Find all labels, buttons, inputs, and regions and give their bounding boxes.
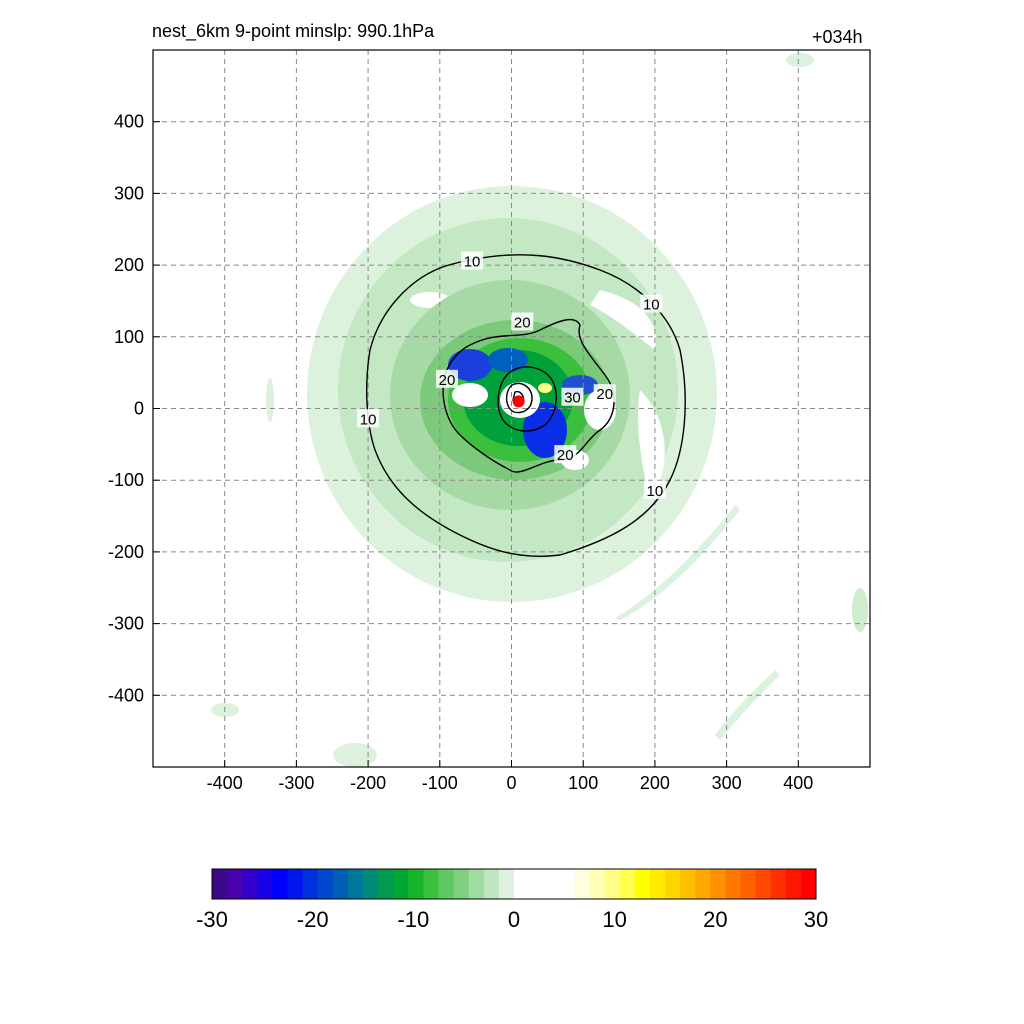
colorbar-swatch (498, 869, 515, 899)
colorbar-swatch (785, 869, 802, 899)
contour-label: 20 (557, 447, 574, 464)
colorbar-swatch (287, 869, 304, 899)
contour-label-bg (561, 387, 584, 406)
colorbar-tick-label: -20 (297, 907, 329, 932)
colorbar-swatch (574, 869, 590, 899)
x-tick-label: 100 (568, 773, 598, 793)
colorbar-swatch (514, 869, 530, 899)
colorbar-swatch (468, 869, 485, 899)
storm-center-marker (512, 395, 525, 408)
x-axis: -400 -300 -200 -100 0 100 200 300 400 (207, 760, 813, 793)
x-tick-label: 300 (712, 773, 742, 793)
y-tick-label: 100 (114, 327, 144, 347)
colorbar-frame (211, 868, 817, 900)
y-tick-label: 0 (134, 399, 144, 419)
colorbar-swatch (800, 869, 817, 899)
colorbar-tick-label: 30 (804, 907, 828, 932)
contour-30 (497, 366, 557, 432)
colorbar-swatch (332, 869, 349, 899)
contour-label: 10 (643, 297, 660, 314)
colorbar-swatch (529, 869, 545, 899)
contour-label-bg (435, 369, 458, 388)
contour-label-bg (640, 294, 663, 313)
colorbar-swatch (740, 869, 757, 899)
chart-title: nest_6km 9-point minslp: 990.1hPa (152, 21, 435, 41)
contour-label: 20 (514, 314, 531, 331)
contour-label-bg (643, 480, 666, 499)
contour-label: 10 (360, 411, 377, 428)
colorbar-swatch (544, 869, 560, 899)
colorbar-swatch (453, 869, 470, 899)
colorbar-swatch (227, 869, 243, 899)
colorbar-swatch (347, 869, 364, 899)
contour-20 (442, 318, 615, 473)
colorbar-swatch (302, 869, 319, 899)
colorbar-swatch (695, 869, 711, 899)
contour-label-bg (357, 409, 380, 428)
colorbar-swatch (393, 869, 409, 899)
contour-label: 20 (439, 372, 456, 389)
colorbar-swatch (242, 869, 258, 899)
y-tick-label: 200 (114, 255, 144, 275)
contour-label: 20 (596, 386, 613, 403)
contour-label: 30 (564, 390, 581, 407)
colorbar-swatch (680, 869, 696, 899)
x-tick-label: 400 (783, 773, 813, 793)
contour-label-bg (511, 312, 534, 331)
contour-label-bg (554, 445, 577, 464)
colorbar-swatch (257, 869, 273, 899)
y-tick-label: -300 (108, 614, 144, 634)
colorbar-swatch (770, 869, 787, 899)
colorbar-tick-label: 10 (602, 907, 626, 932)
colorbar-swatch (619, 869, 636, 899)
colorbar-swatch (212, 869, 228, 899)
contour-labels: 10 10 10 10 20 20 20 20 30 (357, 251, 666, 500)
colorbar-swatch (634, 869, 651, 899)
grid-lines (153, 50, 870, 767)
x-tick-label: 200 (640, 773, 670, 793)
x-tick-label: -100 (422, 773, 458, 793)
colorbar-swatch (665, 869, 681, 899)
colorbar-tick-label: 20 (703, 907, 727, 932)
contour-label: 10 (464, 254, 481, 271)
y-tick-label: -400 (108, 685, 144, 705)
colorbar-tick-label: -10 (397, 907, 429, 932)
colorbar-swatch (649, 869, 666, 899)
colorbar-swatch (272, 869, 288, 899)
y-tick-label: -100 (108, 470, 144, 490)
colorbar-swatch (438, 869, 455, 899)
colorbar-swatch (363, 869, 379, 899)
colorbar-swatch (317, 869, 334, 899)
colorbar-swatch (423, 869, 439, 899)
x-tick-label: -200 (350, 773, 386, 793)
contour-label-bg (593, 384, 616, 403)
contour-label: 10 (647, 483, 664, 500)
colorbar-swatch (559, 869, 575, 899)
colorbar-swatch (710, 869, 726, 899)
x-tick-label: 0 (506, 773, 516, 793)
colorbar-swatch (483, 869, 500, 899)
y-tick-label: 300 (114, 183, 144, 203)
y-axis: 400 300 200 100 0 -100 -200 -300 -400 (108, 112, 160, 705)
colorbar-tick-label: 0 (508, 907, 520, 932)
colorbar-swatch (725, 869, 741, 899)
forecast-hour-label: +034h (812, 27, 863, 47)
colorbar-tick-label: -30 (196, 907, 228, 932)
colorbar: -30 -20 -10 0 10 20 30 (196, 868, 828, 932)
y-tick-label: 400 (114, 112, 144, 132)
x-tick-label: -300 (278, 773, 314, 793)
y-tick-label: -200 (108, 542, 144, 562)
colorbar-swatch (604, 869, 621, 899)
contour-label-bg (461, 251, 484, 270)
x-tick-label: -400 (207, 773, 243, 793)
colorbar-swatch (589, 869, 606, 899)
colorbar-swatch (408, 869, 424, 899)
colorbar-swatch (378, 869, 394, 899)
colorbar-swatch (755, 869, 772, 899)
